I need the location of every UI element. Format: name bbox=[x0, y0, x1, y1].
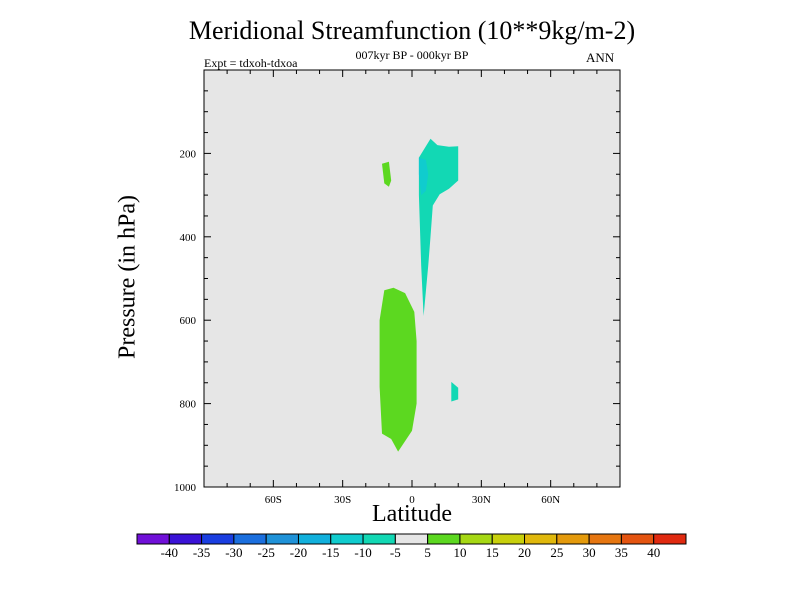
colorbar-box bbox=[653, 533, 687, 545]
contour-positive-anomaly-upper bbox=[382, 161, 392, 187]
contour-positive-anomaly-lower bbox=[379, 287, 417, 452]
colorbar-box bbox=[136, 533, 170, 545]
y-tick-label: 600 bbox=[180, 315, 197, 327]
colorbar-label: -10 bbox=[354, 545, 371, 560]
colorbar-label: 40 bbox=[647, 545, 660, 560]
x-tick-label: 0 bbox=[409, 494, 415, 506]
y-tick-label: 1000 bbox=[174, 482, 197, 494]
colorbar-box bbox=[265, 533, 299, 545]
colorbar-box bbox=[491, 533, 526, 545]
colorbar-box bbox=[524, 533, 558, 545]
colorbar-label: -30 bbox=[225, 545, 242, 560]
y-tick-label: 800 bbox=[180, 399, 197, 411]
contour-negative-anomaly-upper bbox=[418, 138, 459, 316]
colorbar-box bbox=[588, 533, 622, 545]
y-tick-label: 400 bbox=[180, 232, 197, 244]
colorbar-label: -40 bbox=[161, 545, 178, 560]
colorbar-box bbox=[362, 533, 396, 545]
colorbar-box bbox=[459, 533, 493, 545]
x-axis-label: Latitude bbox=[372, 501, 452, 527]
colorbar-label: -20 bbox=[290, 545, 307, 560]
colorbar-box bbox=[233, 533, 267, 545]
colorbar-label: -25 bbox=[258, 545, 275, 560]
colorbar-label: 35 bbox=[615, 545, 628, 560]
colorbar-box bbox=[330, 533, 364, 545]
x-tick-label: 60S bbox=[265, 494, 282, 506]
y-tick-label: 200 bbox=[180, 148, 197, 160]
chart-title: Meridional Streamfunction (10**9kg/m-2) bbox=[188, 16, 636, 45]
colorbar-label: -35 bbox=[193, 545, 210, 560]
experiment-label: Expt = tdxoh-tdxoa bbox=[204, 56, 298, 70]
plot-frame bbox=[203, 69, 621, 488]
colorbar-box bbox=[427, 533, 461, 545]
colorbar-label: 5 bbox=[424, 545, 431, 560]
colorbar-box bbox=[394, 533, 429, 545]
colorbar-box bbox=[168, 533, 203, 545]
colorbar-label: 30 bbox=[583, 545, 596, 560]
x-tick-label: 30S bbox=[334, 494, 351, 506]
colorbar-box bbox=[556, 533, 590, 545]
x-tick-label: 30N bbox=[472, 494, 491, 506]
chart-subtitle: 007kyr BP - 000kyr BP bbox=[355, 48, 469, 62]
contour-negative-anomaly-small bbox=[451, 381, 459, 402]
colorbar-box bbox=[297, 533, 332, 545]
colorbar: -40 -35 -30 -25 -20 -15 -10 -5 5 10 15 20 25 30 35 40 bbox=[136, 533, 687, 560]
colorbar-label: 25 bbox=[550, 545, 563, 560]
colorbar-box bbox=[620, 533, 655, 545]
season-label: ANN bbox=[586, 50, 615, 65]
colorbar-box bbox=[201, 533, 235, 545]
contour-regions bbox=[379, 138, 459, 452]
axis-ticks: 60S 30S 0 30N 60N 200 400 600 800 1000 bbox=[174, 70, 620, 506]
colorbar-label: -5 bbox=[390, 545, 401, 560]
colorbar-label: -15 bbox=[322, 545, 339, 560]
colorbar-label: 20 bbox=[518, 545, 531, 560]
x-tick-label: 60N bbox=[541, 494, 560, 506]
colorbar-label: 10 bbox=[453, 545, 466, 560]
colorbar-label: 15 bbox=[486, 545, 499, 560]
contour-negative-anomaly-core bbox=[418, 157, 429, 196]
